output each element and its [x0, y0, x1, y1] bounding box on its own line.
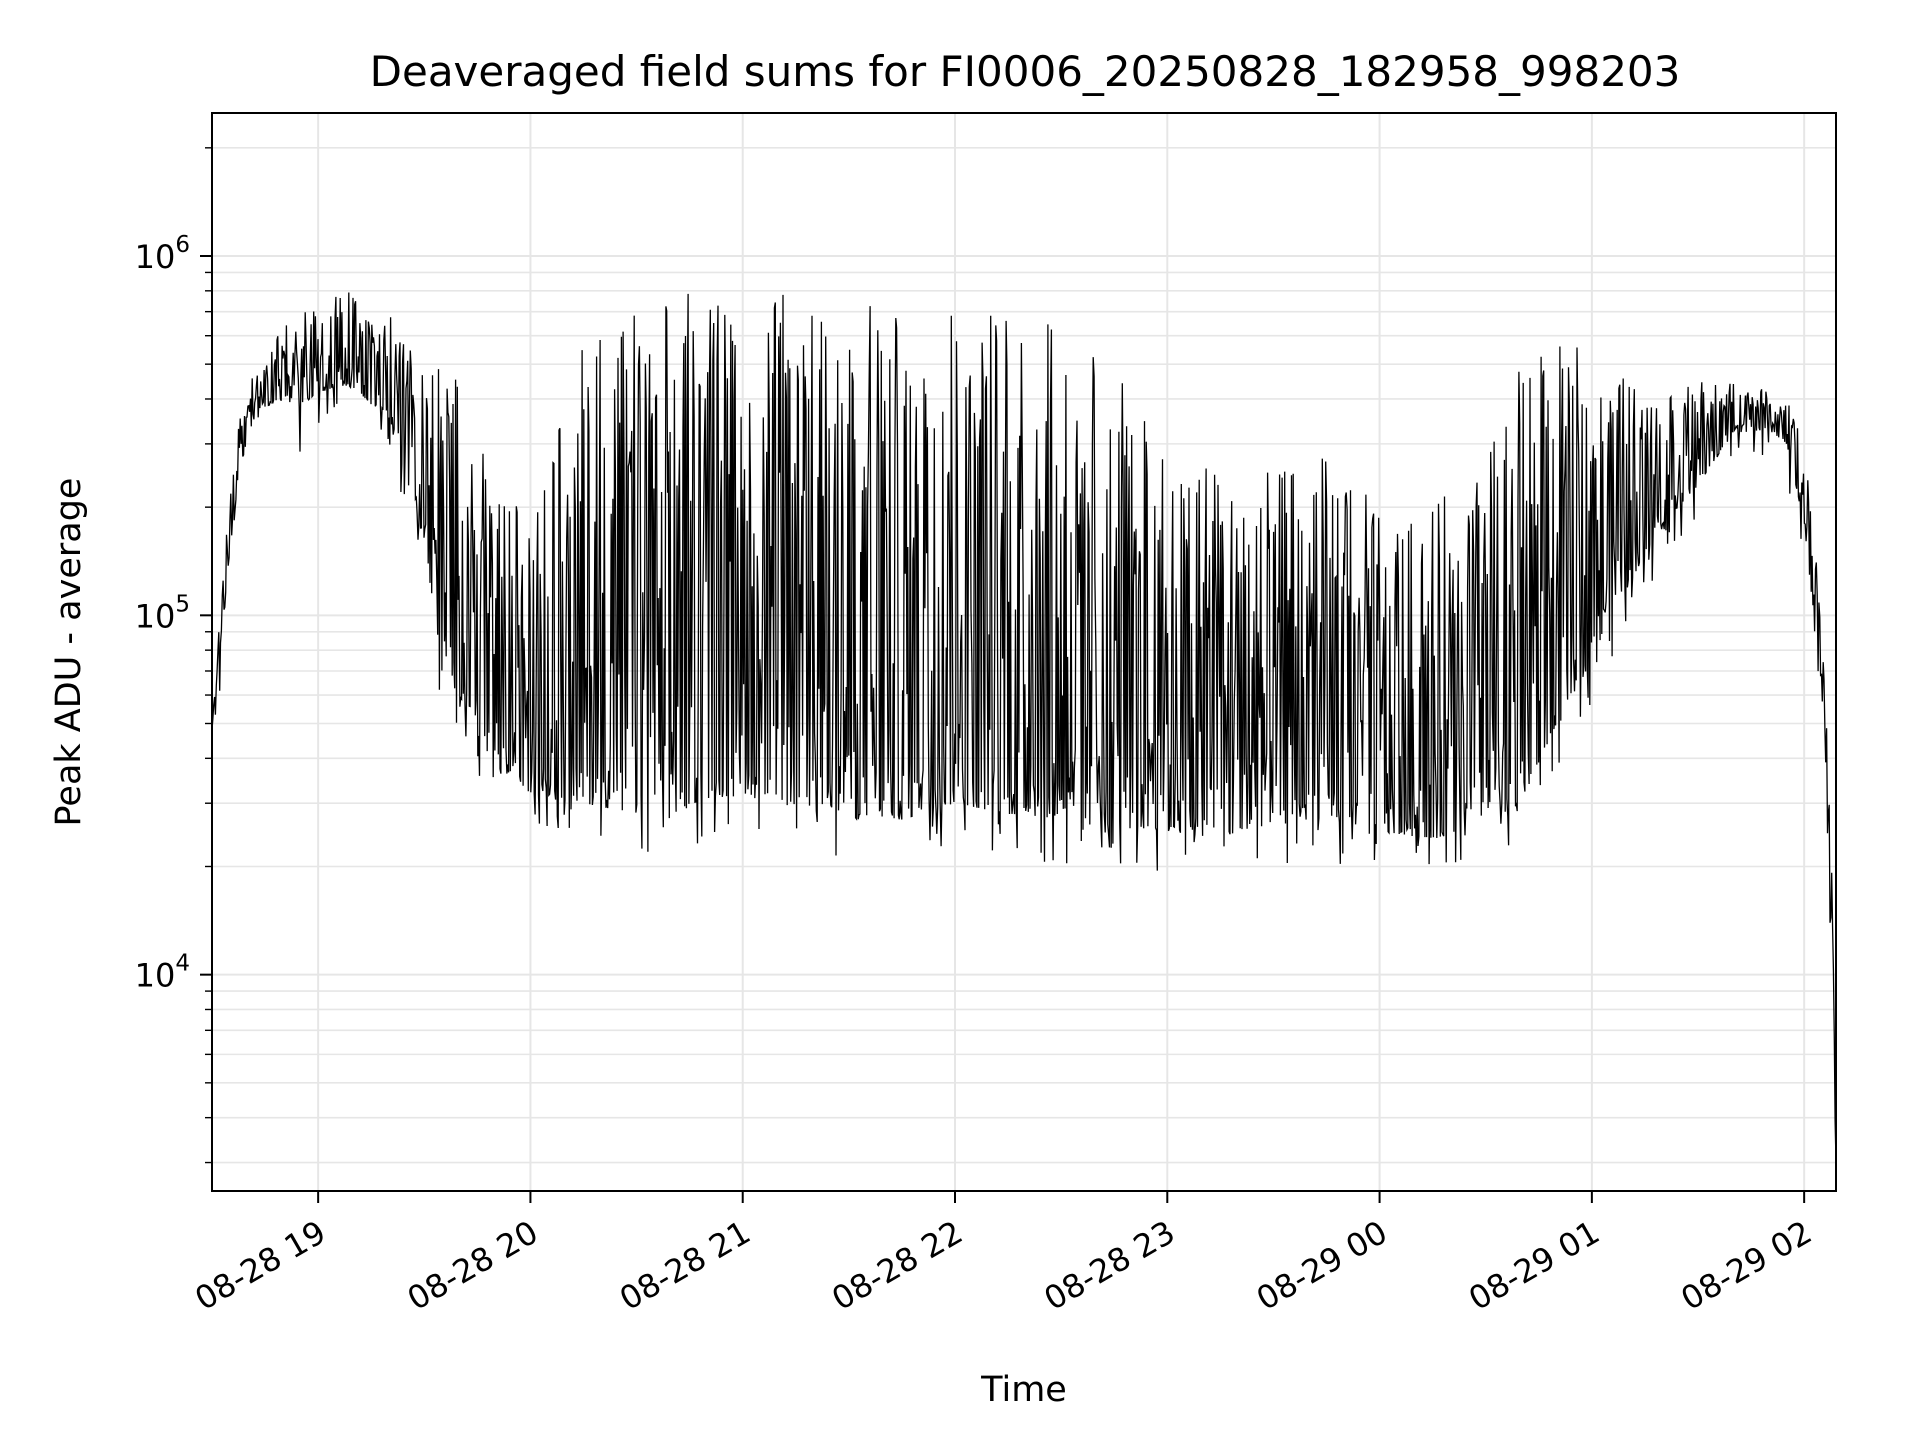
y-tick-exponent: 5 [175, 591, 190, 617]
y-axis-title: Peak ADU - average [49, 478, 89, 827]
plot-frame [211, 112, 1837, 1192]
y-tick-base: 10 [135, 238, 176, 276]
y-tick-label: 104 [135, 951, 190, 995]
series-group [212, 292, 1836, 1162]
y-tick-base: 10 [135, 597, 176, 635]
y-tick-exponent: 6 [175, 232, 190, 258]
x-axis-title: Time [980, 1370, 1067, 1410]
y-tick-label: 105 [135, 591, 190, 635]
chart-title: Deaveraged field sums for FI0006_2025082… [370, 47, 1681, 96]
y-tick-exponent: 4 [175, 951, 190, 977]
y-tick-base: 10 [135, 957, 176, 995]
series-line [212, 292, 1836, 1162]
y-tick-label: 106 [135, 232, 190, 276]
